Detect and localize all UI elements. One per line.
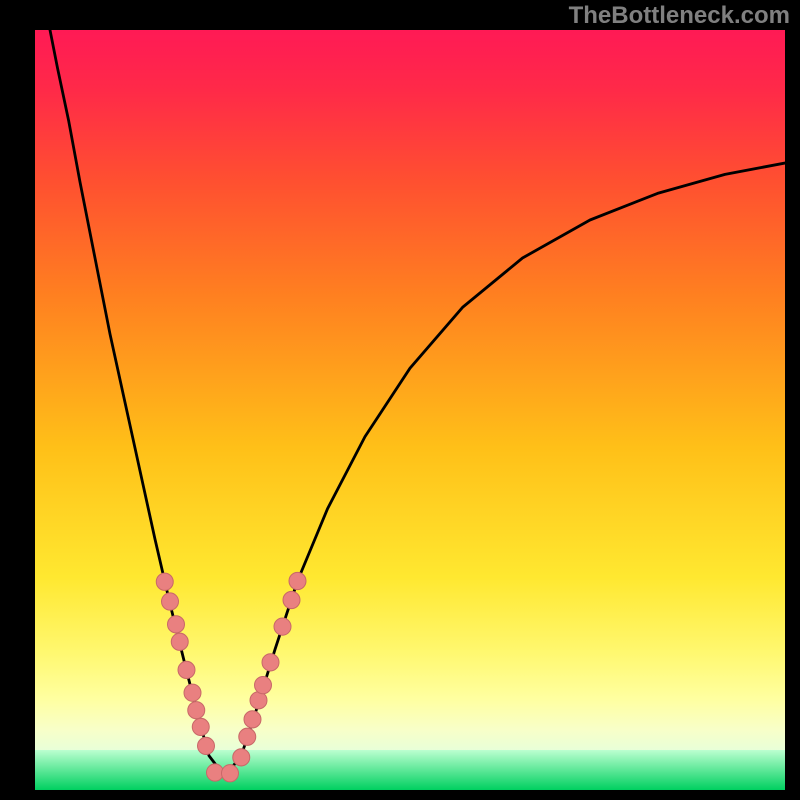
watermark-text: TheBottleneck.com (569, 2, 790, 30)
plot-area (35, 30, 785, 790)
chart-stage: TheBottleneck.com (0, 0, 800, 800)
green-bottom-band (35, 750, 785, 790)
background-gradient (35, 30, 785, 790)
